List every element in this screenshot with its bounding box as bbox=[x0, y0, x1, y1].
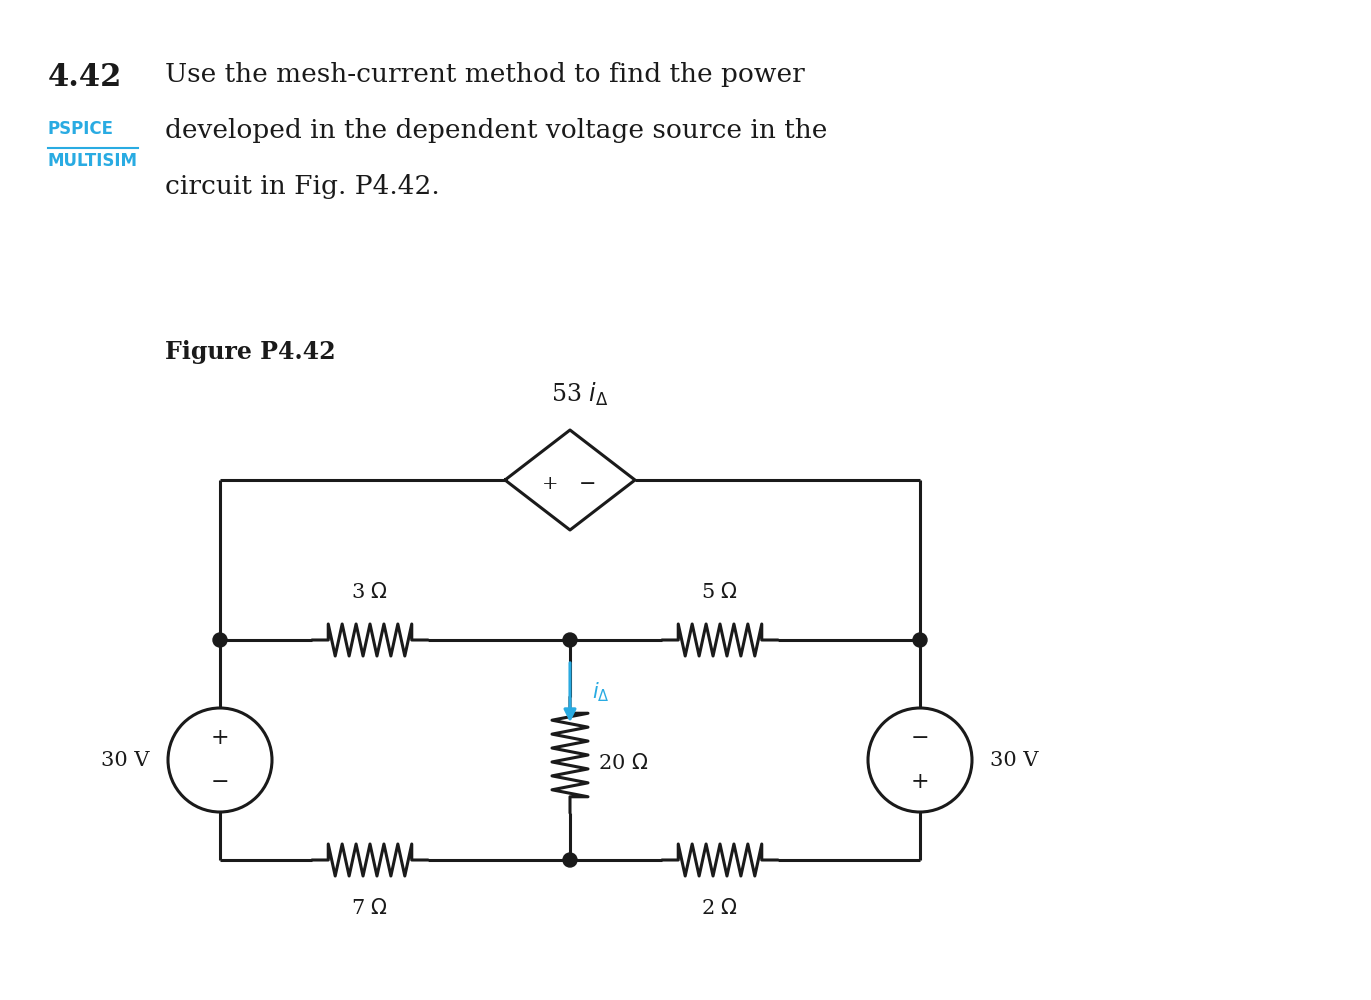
Text: −: − bbox=[580, 475, 596, 493]
Circle shape bbox=[913, 633, 927, 647]
Text: Figure P4.42: Figure P4.42 bbox=[165, 340, 336, 364]
Text: 4.42: 4.42 bbox=[48, 62, 122, 93]
Text: MULTISIM: MULTISIM bbox=[48, 152, 138, 170]
Text: −: − bbox=[910, 727, 930, 749]
Text: 3 $\Omega$: 3 $\Omega$ bbox=[351, 582, 388, 602]
Text: 7 $\Omega$: 7 $\Omega$ bbox=[351, 898, 388, 918]
Text: developed in the dependent voltage source in the: developed in the dependent voltage sourc… bbox=[165, 118, 827, 143]
Text: −: − bbox=[211, 771, 229, 793]
Circle shape bbox=[563, 633, 577, 647]
Text: 2 $\Omega$: 2 $\Omega$ bbox=[702, 898, 739, 918]
Text: 5 $\Omega$: 5 $\Omega$ bbox=[702, 582, 739, 602]
Text: 30 V: 30 V bbox=[990, 750, 1038, 770]
Text: circuit in Fig. P4.42.: circuit in Fig. P4.42. bbox=[165, 174, 440, 199]
Text: 53 $i_\Delta$: 53 $i_\Delta$ bbox=[551, 381, 609, 408]
Text: +: + bbox=[542, 475, 558, 493]
Text: +: + bbox=[211, 727, 229, 749]
Text: +: + bbox=[910, 771, 930, 793]
Circle shape bbox=[563, 853, 577, 867]
Text: 30 V: 30 V bbox=[101, 750, 149, 770]
Text: PSPICE: PSPICE bbox=[48, 120, 114, 138]
Text: $i_\Delta$: $i_\Delta$ bbox=[592, 681, 610, 704]
Text: Use the mesh-current method to find the power: Use the mesh-current method to find the … bbox=[165, 62, 805, 87]
Circle shape bbox=[213, 633, 228, 647]
Text: 20 $\Omega$: 20 $\Omega$ bbox=[598, 753, 648, 773]
